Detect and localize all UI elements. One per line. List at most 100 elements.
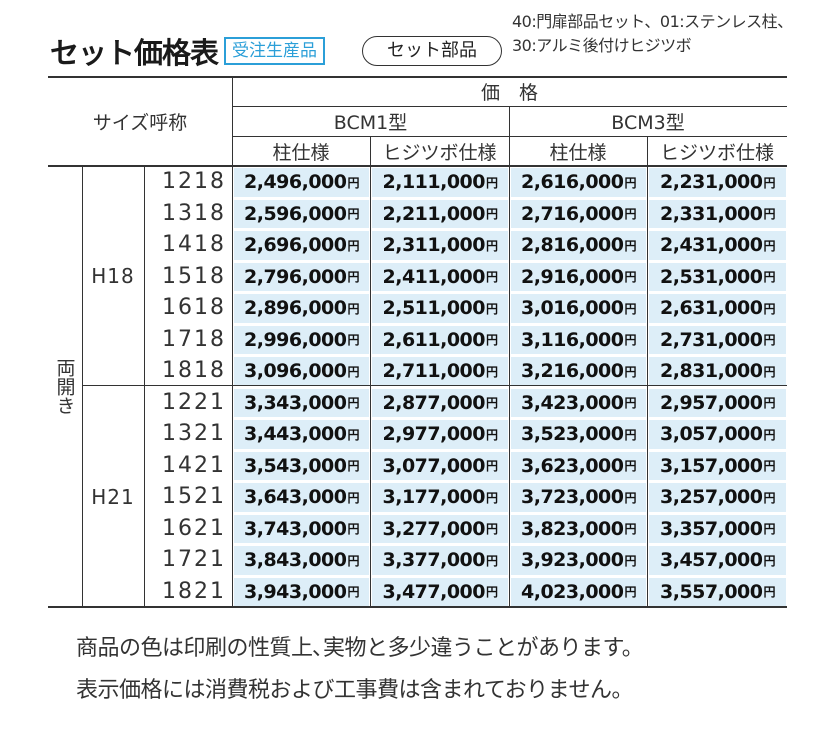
yen-unit: 円 <box>624 270 636 285</box>
price-value: 2,211,000 <box>382 202 486 225</box>
price-cell: 3,377,000 円 <box>372 546 508 575</box>
price-cell: 3,623,000 円 <box>511 451 646 480</box>
table-rule <box>82 166 83 607</box>
price-value: 3,116,000 <box>521 328 624 351</box>
yen-unit: 円 <box>624 396 636 411</box>
price-cell: 3,843,000 円 <box>234 546 369 575</box>
price-value: 3,377,000 <box>382 549 486 572</box>
price-cell: 3,177,000 円 <box>372 483 508 512</box>
price-cell: 3,823,000 円 <box>511 514 646 543</box>
yen-unit: 円 <box>624 553 636 568</box>
price-value: 2,411,000 <box>382 265 486 288</box>
price-value: 3,557,000 <box>660 580 763 603</box>
price-cell: 2,496,000 円 <box>234 168 369 197</box>
price-value: 4,023,000 <box>521 580 624 603</box>
price-value: 3,843,000 <box>244 549 347 572</box>
price-value: 3,443,000 <box>244 423 347 446</box>
price-cell: 3,743,000 円 <box>234 514 369 543</box>
price-value: 3,923,000 <box>521 549 624 572</box>
bcm3-hijitsubo-header: ヒジツボ仕様 <box>659 141 774 164</box>
price-cell: 2,411,000 円 <box>372 262 508 291</box>
yen-unit: 円 <box>763 175 775 190</box>
type-bcm1-header: BCM1型 <box>333 111 408 134</box>
price-cell: 3,216,000 円 <box>511 357 646 386</box>
price-cell: 3,943,000 円 <box>234 577 369 606</box>
made-to-order-badge: 受注生産品 <box>224 37 325 65</box>
size-code: 1318 <box>162 200 226 226</box>
price-cell: 2,916,000 円 <box>511 262 646 291</box>
price-cell: 2,211,000 円 <box>372 199 508 228</box>
price-cell: 2,631,000 円 <box>649 294 786 323</box>
price-value: 2,431,000 <box>660 234 763 257</box>
yen-unit: 円 <box>485 427 498 442</box>
price-cell: 3,057,000 円 <box>649 420 786 449</box>
table-rule <box>48 76 787 78</box>
price-cell: 2,831,000 円 <box>649 357 786 386</box>
yen-unit: 円 <box>763 490 775 505</box>
price-value: 2,611,000 <box>382 328 486 351</box>
table-rule <box>509 106 510 607</box>
yen-unit: 円 <box>347 175 359 190</box>
table-rule <box>647 136 648 607</box>
price-cell: 2,711,000 円 <box>372 357 508 386</box>
price-value: 3,943,000 <box>244 580 347 603</box>
group-height-label: H18 <box>91 264 135 288</box>
yen-unit: 円 <box>347 364 359 379</box>
price-value: 2,896,000 <box>244 297 347 320</box>
price-cell: 3,423,000 円 <box>511 388 646 417</box>
price-cell: 2,596,000 円 <box>234 199 369 228</box>
price-value: 3,257,000 <box>660 486 763 509</box>
price-value: 3,016,000 <box>521 297 624 320</box>
price-cell: 2,331,000 円 <box>649 199 786 228</box>
set-parts-note: 40:門扉部品セット、01:ステンレス柱、 30:アルミ後付けヒジツボ <box>512 10 793 58</box>
bcm1-hijitsubo-header: ヒジツボ仕様 <box>382 141 497 164</box>
price-value: 2,631,000 <box>660 297 763 320</box>
price-value: 2,511,000 <box>382 297 486 320</box>
yen-unit: 円 <box>624 238 636 253</box>
table-rule <box>48 606 787 608</box>
price-cell: 2,611,000 円 <box>372 325 508 354</box>
footnote-color: 商品の色は印刷の性質上､実物と多少違うことがあります。 <box>76 636 644 661</box>
price-value: 2,731,000 <box>660 328 763 351</box>
price-cell: 3,343,000 円 <box>234 388 369 417</box>
price-cell: 3,357,000 円 <box>649 514 786 543</box>
size-code: 1421 <box>162 452 226 478</box>
price-value: 3,423,000 <box>521 391 624 414</box>
price-value: 2,531,000 <box>660 265 763 288</box>
opening-label: 両開き <box>53 358 76 415</box>
yen-unit: 円 <box>624 490 636 505</box>
price-cell: 2,977,000 円 <box>372 420 508 449</box>
price-value: 3,343,000 <box>244 391 347 414</box>
price-cell: 3,723,000 円 <box>511 483 646 512</box>
yen-unit: 円 <box>763 522 775 537</box>
price-cell: 4,023,000 円 <box>511 577 646 606</box>
yen-unit: 円 <box>624 175 636 190</box>
size-code: 1218 <box>162 169 226 195</box>
yen-unit: 円 <box>347 522 359 537</box>
yen-unit: 円 <box>763 396 775 411</box>
price-cell: 3,157,000 円 <box>649 451 786 480</box>
price-value: 3,823,000 <box>521 517 624 540</box>
table-rule <box>48 165 787 167</box>
yen-unit: 円 <box>347 490 359 505</box>
yen-unit: 円 <box>347 207 359 222</box>
yen-unit: 円 <box>347 238 359 253</box>
yen-unit: 円 <box>763 301 775 316</box>
price-value: 2,596,000 <box>244 202 347 225</box>
size-code: 1321 <box>162 421 226 447</box>
price-value: 2,957,000 <box>660 391 763 414</box>
table-rule <box>144 166 145 607</box>
price-value: 2,877,000 <box>382 391 486 414</box>
price-cell: 2,716,000 円 <box>511 199 646 228</box>
yen-unit: 円 <box>763 585 775 600</box>
yen-unit: 円 <box>624 301 636 316</box>
yen-unit: 円 <box>347 585 359 600</box>
price-value: 2,696,000 <box>244 234 347 257</box>
yen-unit: 円 <box>485 585 498 600</box>
price-value: 2,711,000 <box>382 360 486 383</box>
size-header: サイズ呼称 <box>92 111 188 134</box>
set-parts-note-line1: 40:門扉部品セット、01:ステンレス柱、 <box>512 12 793 31</box>
price-value: 2,916,000 <box>521 265 624 288</box>
type-bcm3-header: BCM3型 <box>611 111 685 134</box>
yen-unit: 円 <box>485 522 498 537</box>
